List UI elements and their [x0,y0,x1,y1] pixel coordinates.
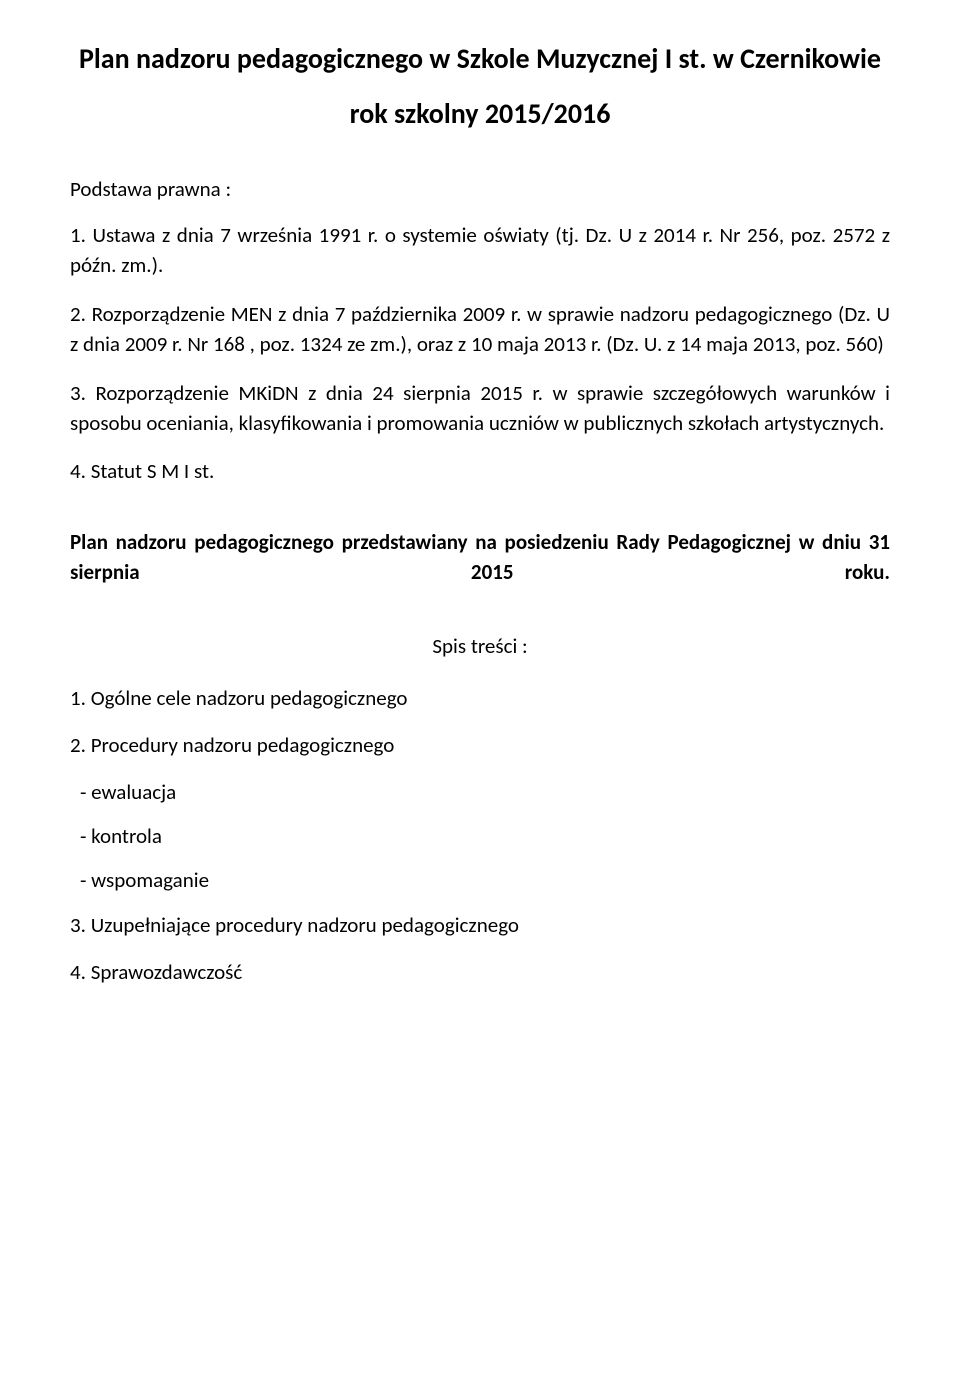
legal-basis-item-3: 3. Rozporządzenie MKiDN z dnia 24 sierpn… [70,378,890,439]
legal-basis-item-1: 1. Ustawa z dnia 7 września 1991 r. o sy… [70,220,890,281]
toc-item-1: 1. Ogólne cele nadzoru pedagogicznego [70,684,890,713]
toc-heading: Spis treści : [70,633,890,659]
toc-sub-kontrola: - kontrola [80,823,890,849]
document-title-main: Plan nadzoru pedagogicznego w Szkole Muz… [70,40,890,78]
toc-item-3: 3. Uzupełniające procedury nadzoru pedag… [70,911,890,940]
toc-item-4: 4. Sprawozdawczość [70,958,890,987]
toc-sub-wspomaganie: - wspomaganie [80,867,890,893]
presentation-note-text: Plan nadzoru pedagogicznego przedstawian… [70,529,890,585]
toc-item-2: 2. Procedury nadzoru pedagogicznego [70,731,890,760]
legal-basis-item-2: 2. Rozporządzenie MEN z dnia 7 październ… [70,299,890,360]
toc-sub-ewaluacja: - ewaluacja [80,779,890,805]
document-title-sub: rok szkolny 2015/2016 [70,96,890,131]
document-title-block: Plan nadzoru pedagogicznego w Szkole Muz… [70,40,890,131]
presentation-note: Plan nadzoru pedagogicznego przedstawian… [70,527,890,588]
legal-basis-heading: Podstawa prawna : [70,176,890,202]
legal-basis-item-4: 4. Statut S M I st. [70,456,890,486]
